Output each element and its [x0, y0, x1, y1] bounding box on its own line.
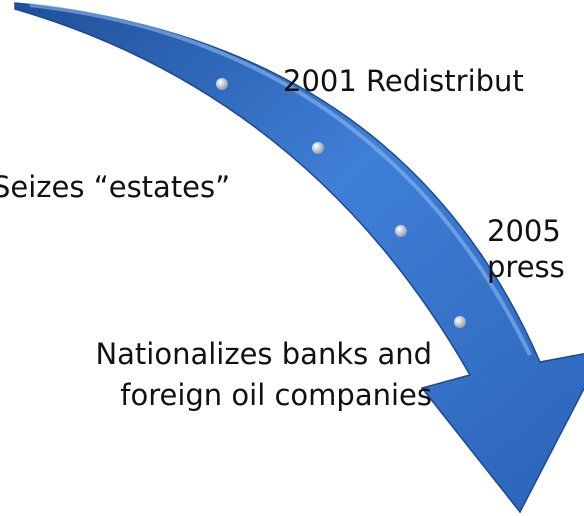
curved-arrow — [14, 2, 584, 514]
dot — [454, 316, 466, 328]
label: 2005 — [487, 214, 561, 248]
label: Seizes “estates” — [0, 170, 230, 204]
label: foreign oil companies — [120, 378, 432, 412]
dot — [312, 142, 324, 154]
arrow-highlight — [29, 3, 532, 356]
label: press — [487, 250, 565, 284]
label: Nationalizes banks and — [95, 337, 432, 371]
dot — [395, 225, 407, 237]
dot — [216, 78, 228, 90]
label: 2001 Redistribut — [283, 64, 524, 98]
